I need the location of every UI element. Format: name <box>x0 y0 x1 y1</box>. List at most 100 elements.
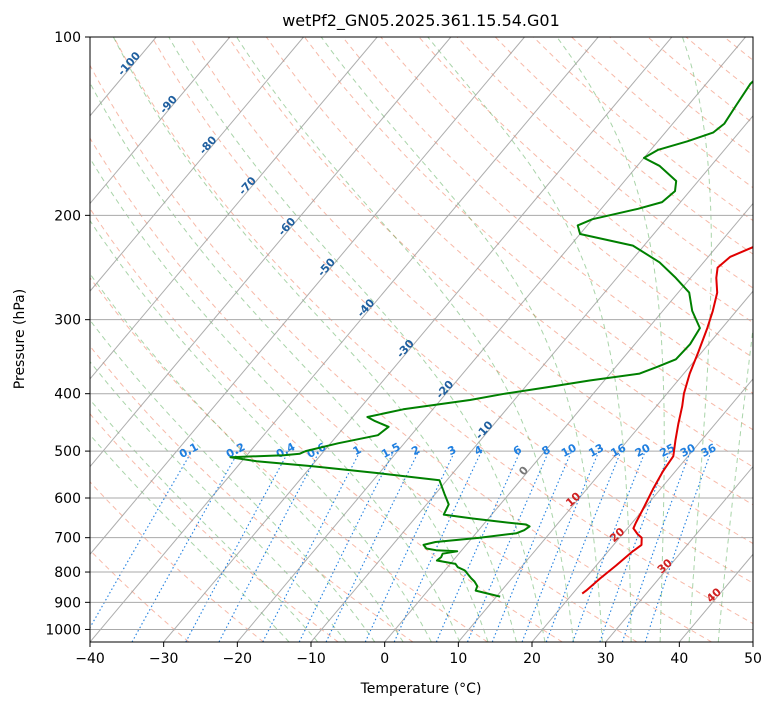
dry-adiabat <box>762 37 775 642</box>
dry-adiabat-label: -80 <box>197 133 220 157</box>
mixing-ratio-line <box>466 450 550 642</box>
dry-adiabat <box>90 137 638 642</box>
isotherm <box>90 37 231 205</box>
dry-adiabat <box>90 207 563 642</box>
moist-adiabat <box>90 434 290 642</box>
moist-adiabat-label: 30 <box>655 556 675 576</box>
mixing-ratio-line <box>185 450 290 642</box>
dry-adiabat <box>723 37 753 61</box>
moist-adiabat <box>90 81 489 642</box>
dry-adiabat <box>418 37 753 324</box>
isotherm <box>457 290 753 642</box>
mixing-ratio-label: 16 <box>609 441 629 460</box>
moist-adiabat-label: 20 <box>607 525 627 545</box>
dry-adiabat <box>90 276 488 642</box>
mixing-ratio-label: 25 <box>658 441 678 460</box>
isotherm <box>752 641 753 642</box>
y-tick-label: 400 <box>54 387 81 403</box>
dry-adiabat <box>571 37 753 189</box>
isotherm <box>0 37 9 642</box>
dry-adiabat-label: -10 <box>473 418 496 442</box>
mixing-ratio-line <box>364 450 456 642</box>
moist-adiabat <box>90 272 404 642</box>
mixing-ratio-line <box>131 450 240 642</box>
dry-adiabat <box>380 37 753 359</box>
isotherm <box>90 37 378 380</box>
isotherm <box>531 378 753 642</box>
mixing-ratio-label: 13 <box>586 441 606 460</box>
x-tick-label: 10 <box>449 651 467 667</box>
mixing-ratio-line <box>298 450 395 642</box>
mixing-ratio-line <box>521 450 600 642</box>
y-tick-label: 900 <box>54 595 81 611</box>
dry-adiabat <box>227 37 753 506</box>
mixing-ratio-line <box>491 450 573 642</box>
dry-adiabat <box>685 37 753 93</box>
moist-adiabat <box>320 37 603 642</box>
mixing-ratio-line <box>262 450 361 642</box>
dry-adiabat <box>494 37 753 255</box>
isotherm <box>90 37 304 292</box>
mixing-ratio-label: 10 <box>559 441 579 460</box>
moist-adiabat <box>90 319 376 642</box>
y-tick-label: 200 <box>54 208 81 224</box>
mixing-ratio-label: 1.5 <box>379 440 402 461</box>
x-axis-label: Temperature (°C) <box>360 681 482 697</box>
pressure-gridlines <box>90 37 753 630</box>
moist-adiabat <box>168 37 546 642</box>
y-tick-label: 700 <box>54 531 81 547</box>
dry-adiabat-label: -100 <box>115 49 143 78</box>
moist-adiabat <box>717 324 753 642</box>
mixing-ratio-label: 1 <box>351 443 364 458</box>
dry-adiabat <box>90 413 339 642</box>
x-tick-label: 0 <box>380 651 389 667</box>
mixing-ratio-label: 20 <box>633 441 653 460</box>
dewpoint-profile-line <box>229 80 753 598</box>
moist-adiabat <box>236 37 575 642</box>
moist-adiabat-label: 10 <box>563 489 583 509</box>
dry-adiabat <box>90 481 264 642</box>
y-tick-label: 500 <box>54 444 81 460</box>
dry-adiabat <box>342 37 753 394</box>
isotherm <box>90 37 452 468</box>
moist-adiabat <box>90 398 319 642</box>
mixing-ratio-label: 6 <box>511 443 524 458</box>
temperature-profile-line <box>581 246 753 595</box>
mixing-ratio-line <box>572 450 646 642</box>
plot-frame <box>89 36 754 643</box>
x-tick-label: −40 <box>75 651 105 667</box>
moist-adiabat <box>112 37 517 642</box>
moist-adiabat <box>427 37 632 642</box>
y-tick-label: 800 <box>54 565 81 581</box>
isotherm <box>163 37 673 642</box>
x-tick-label: 20 <box>523 651 541 667</box>
y-tick-label: 100 <box>54 30 81 46</box>
dry-adiabat-label: -70 <box>236 174 259 198</box>
mixing-ratio-label: 3 <box>446 443 459 458</box>
y-tick-label: 600 <box>54 491 81 507</box>
background-lines <box>0 37 775 642</box>
mixing-ratio-line <box>435 450 521 642</box>
dry-adiabat <box>647 37 753 124</box>
dry-adiabat <box>90 345 414 642</box>
dry-adiabat <box>90 64 712 642</box>
isotherm <box>384 202 753 642</box>
mixing-ratio-label: 2 <box>409 443 422 458</box>
mixing-ratio-line <box>545 450 622 642</box>
dry-adiabat-label: -20 <box>433 378 456 402</box>
moist-adiabat <box>90 219 432 642</box>
dry-adiabat <box>113 37 753 625</box>
isotherm <box>90 37 599 642</box>
isotherm <box>310 115 753 642</box>
dry-adiabat-label: -90 <box>157 93 180 117</box>
y-axis-ticks: 100 200 300 400 500 600 700 800 900 1000 <box>45 30 90 638</box>
dry-adiabat <box>189 37 753 545</box>
x-tick-label: 40 <box>670 651 688 667</box>
mixing-ratio-line <box>621 450 692 642</box>
x-tick-label: 30 <box>597 651 615 667</box>
isotherm <box>90 37 525 556</box>
mixing-ratio-line <box>599 450 671 642</box>
y-tick-label: 1000 <box>45 622 81 638</box>
dry-adiabat-label: -30 <box>394 337 417 361</box>
